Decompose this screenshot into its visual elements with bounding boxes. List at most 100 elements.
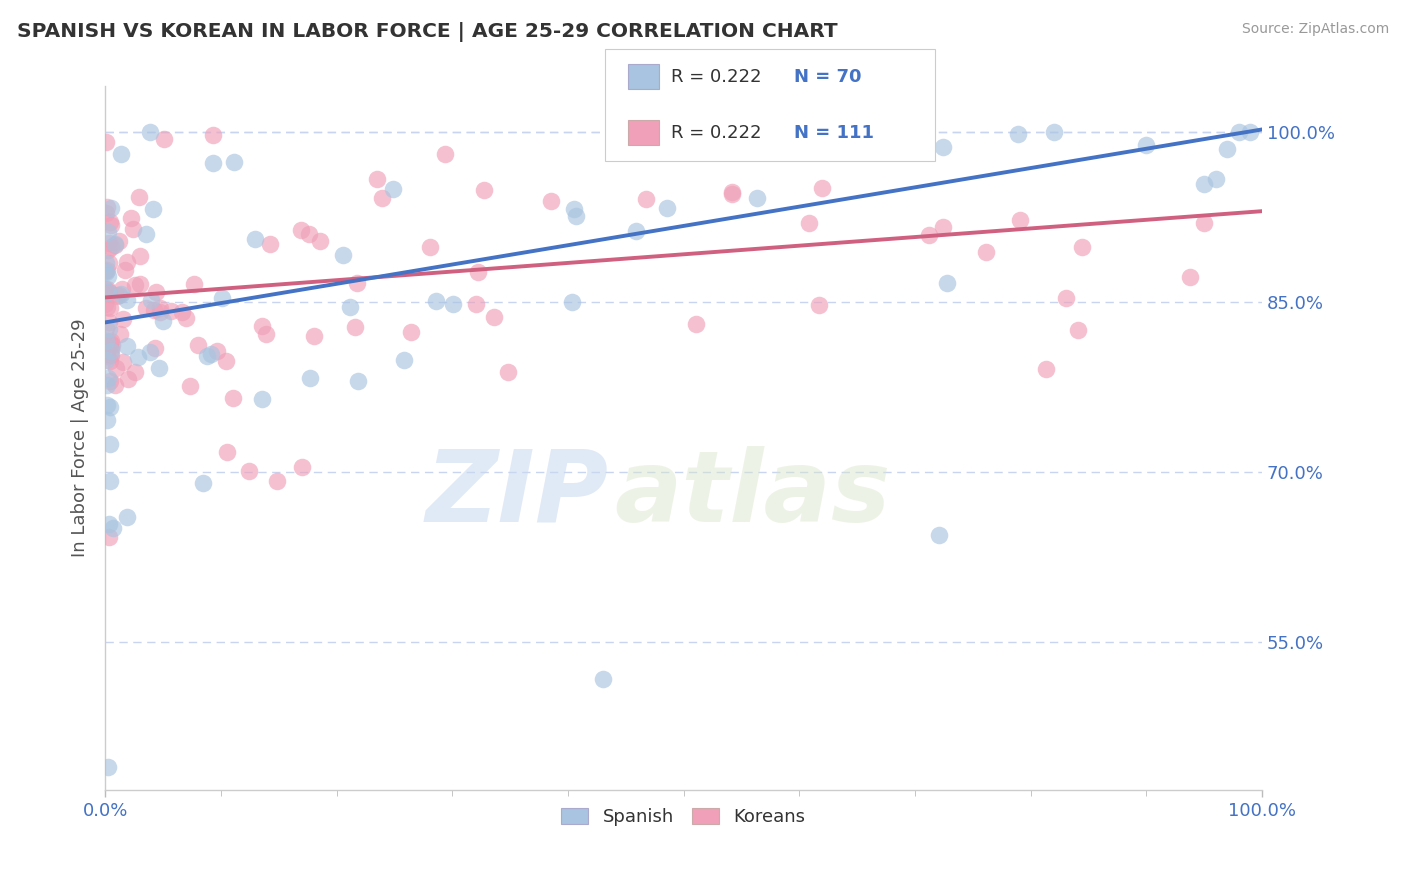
Point (205, 344, 228, 359)
Point (179, 378, 201, 392)
Point (561, 294, 583, 309)
Point (94, 297, 117, 311)
Point (97, 225, 120, 239)
Point (112, 312, 135, 326)
Point (1205, 172, 1227, 186)
Point (1066, 322, 1088, 336)
Point (96, 300, 118, 314)
Text: N = 111: N = 111 (794, 124, 875, 142)
Text: N = 70: N = 70 (794, 68, 862, 86)
Point (103, 521, 125, 535)
Point (139, 293, 162, 307)
Point (195, 349, 218, 363)
Point (172, 305, 194, 319)
Point (889, 125, 911, 139)
Point (467, 265, 489, 279)
Point (1071, 240, 1094, 254)
Point (128, 189, 150, 203)
Point (174, 310, 197, 325)
Point (111, 282, 134, 296)
Point (100, 475, 122, 489)
Point (332, 248, 354, 262)
Point (1007, 127, 1029, 141)
Point (392, 352, 415, 367)
Point (108, 287, 131, 301)
Point (97, 244, 120, 258)
Point (685, 317, 707, 331)
Point (441, 296, 464, 310)
Point (346, 277, 368, 291)
Point (96, 412, 118, 426)
Point (94, 256, 117, 270)
Point (96, 398, 118, 412)
Point (96, 378, 118, 392)
Point (135, 227, 157, 241)
Point (366, 172, 388, 186)
Point (98, 215, 121, 229)
Point (98, 301, 121, 315)
Point (101, 338, 124, 352)
Point (243, 232, 266, 246)
Point (117, 293, 139, 307)
Point (187, 338, 209, 352)
Point (112, 355, 135, 369)
Point (94, 135, 117, 149)
Point (98, 400, 121, 414)
Point (98, 374, 121, 388)
Point (94, 320, 117, 334)
Point (104, 378, 127, 392)
Point (1035, 362, 1057, 376)
Point (96, 200, 118, 214)
Point (94, 353, 117, 368)
Text: ZIP: ZIP (426, 446, 609, 543)
Point (201, 156, 224, 170)
Point (105, 289, 128, 303)
Point (634, 192, 657, 206)
Point (425, 294, 447, 309)
Point (347, 374, 370, 388)
Point (343, 320, 366, 334)
Point (1054, 291, 1077, 305)
Point (935, 276, 957, 290)
Point (98, 337, 121, 351)
Point (100, 202, 122, 216)
Point (108, 234, 131, 248)
Point (128, 249, 150, 263)
Point (215, 354, 238, 368)
Point (211, 291, 233, 305)
Point (96, 263, 118, 277)
Point (94, 336, 117, 351)
Point (1216, 141, 1239, 155)
Point (97, 285, 120, 299)
Point (149, 301, 172, 315)
Point (624, 224, 647, 238)
Point (201, 128, 224, 142)
Text: Source: ZipAtlas.com: Source: ZipAtlas.com (1241, 22, 1389, 37)
Point (94, 334, 117, 348)
Point (142, 202, 165, 216)
Point (98, 336, 121, 351)
Point (250, 318, 273, 333)
Point (124, 277, 146, 292)
Point (918, 227, 941, 242)
Point (135, 301, 157, 315)
Point (110, 147, 132, 161)
Point (100, 240, 122, 254)
Point (193, 475, 215, 490)
Point (96, 346, 118, 360)
Point (808, 298, 831, 312)
Point (592, 673, 614, 687)
Point (224, 154, 246, 169)
Point (97, 285, 120, 299)
Point (655, 202, 678, 216)
Point (94, 282, 117, 296)
Point (117, 372, 139, 386)
Point (797, 216, 820, 230)
Point (96, 286, 118, 301)
Point (472, 183, 495, 197)
Point (122, 222, 145, 236)
Point (564, 202, 586, 216)
Point (1135, 138, 1157, 153)
Point (104, 238, 127, 252)
Point (932, 219, 955, 234)
